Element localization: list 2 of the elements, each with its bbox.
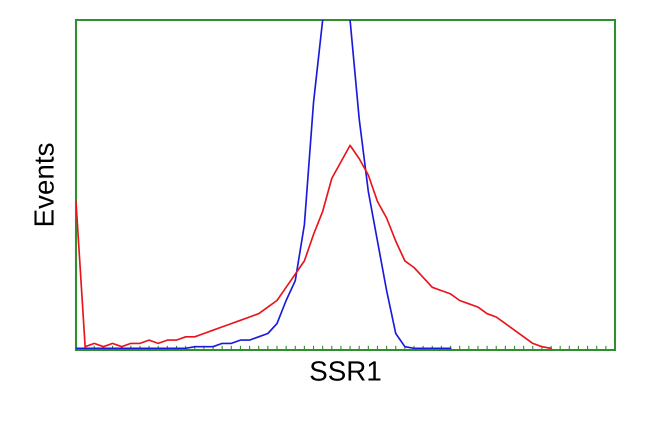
y-axis-title: Events <box>34 144 54 226</box>
x-axis-title: SSR1 <box>310 361 380 381</box>
